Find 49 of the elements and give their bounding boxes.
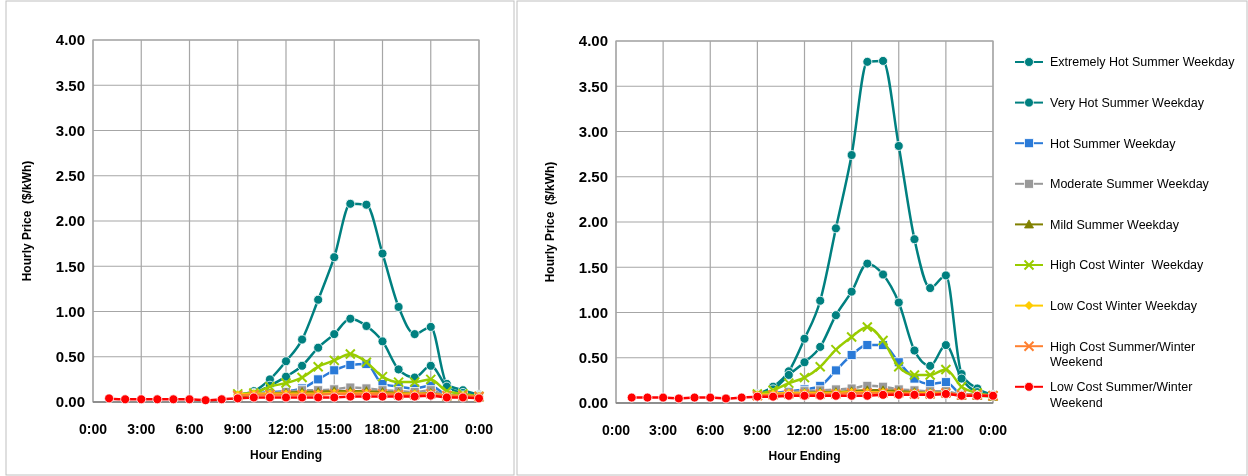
x-tick-label: 0:00 — [601, 422, 631, 438]
y-tick-label: 3.00 — [55, 121, 85, 139]
legend-label: Low Cost Winter Weekday — [1050, 298, 1198, 313]
y-tick-label: 2.00 — [578, 213, 608, 231]
y-tick-label: 0.50 — [578, 349, 608, 366]
legend-label: Low Cost Summer/Winter Weekend — [1050, 380, 1193, 410]
y-tick-label: 3.50 — [55, 76, 85, 94]
y-tick-label: 0.00 — [55, 393, 85, 411]
x-axis-title: Hour Ending — [250, 448, 322, 462]
x-axis-title: Hour Ending — [768, 449, 841, 463]
legend-label: High Cost Summer/Winter Weekend — [1050, 339, 1196, 370]
x-tick-label: 9:00 — [223, 421, 252, 437]
y-tick-label: 1.00 — [55, 302, 85, 320]
x-tick-label: 12:00 — [268, 421, 305, 437]
x-tick-label: 18:00 — [364, 421, 401, 437]
y-tick-label: 4.00 — [55, 31, 85, 49]
legend-label: Hot Summer Weekday — [1050, 136, 1177, 151]
x-tick-label: 12:00 — [786, 422, 823, 438]
y-tick-label: 3.00 — [578, 122, 608, 140]
legend-label: Extremely Hot Summer Weekday — [1050, 55, 1236, 70]
legend-label: Moderate Summer Weekday — [1050, 177, 1210, 192]
x-tick-label: 3:00 — [127, 421, 156, 437]
y-tick-label: 0.50 — [55, 348, 85, 365]
y-axis-title: Hourly Price ($/kWh) — [543, 161, 557, 283]
y-axis-title: Hourly Price ($/kWh) — [20, 160, 34, 282]
x-tick-label: 15:00 — [833, 422, 870, 438]
legend-label: Mild Summer Weekday — [1050, 217, 1180, 232]
y-tick-label: 1.50 — [55, 257, 85, 275]
y-tick-label: 1.50 — [578, 258, 608, 276]
x-tick-label: 15:00 — [316, 421, 353, 437]
x-tick-label: 3:00 — [649, 422, 678, 438]
y-tick-label: 1.00 — [578, 303, 608, 321]
y-tick-label: 2.50 — [578, 168, 608, 185]
y-tick-label: 3.50 — [578, 77, 608, 95]
x-tick-label: 9:00 — [743, 422, 772, 438]
x-tick-label: 18:00 — [880, 422, 917, 438]
y-tick-label: 2.00 — [55, 212, 85, 230]
legend-label: Very Hot Summer Weekday — [1050, 95, 1205, 110]
y-tick-label: 4.00 — [578, 32, 608, 50]
y-tick-label: 0.00 — [578, 394, 608, 412]
x-tick-label: 21:00 — [412, 421, 449, 437]
y-tick-label: 2.50 — [55, 167, 85, 184]
x-tick-label: 21:00 — [927, 422, 964, 438]
x-tick-label: 0:00 — [978, 422, 1008, 438]
x-tick-label: 0:00 — [464, 421, 494, 437]
x-tick-label: 0:00 — [78, 421, 108, 437]
x-tick-label: 6:00 — [175, 421, 204, 437]
legend-label: High Cost Winter Weekday — [1050, 258, 1205, 273]
x-tick-label: 6:00 — [696, 422, 725, 438]
